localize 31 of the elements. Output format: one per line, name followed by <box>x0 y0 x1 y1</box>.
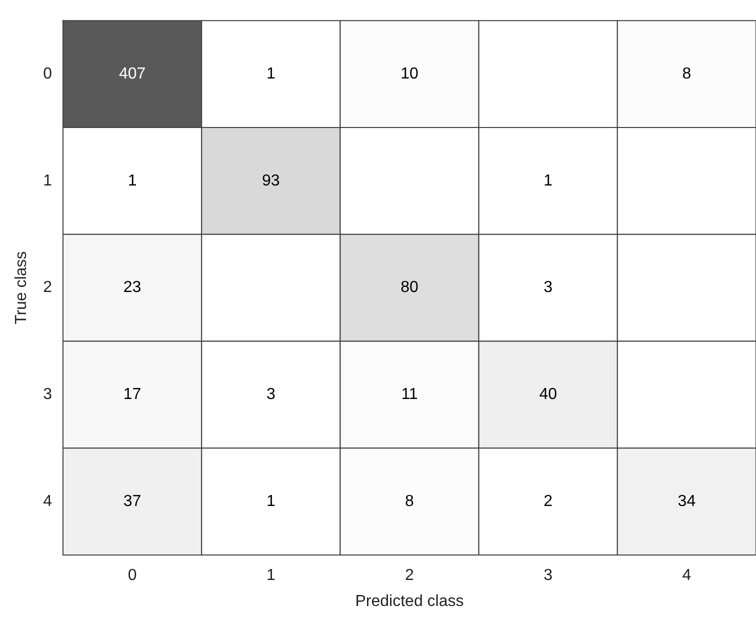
x-axis-title: Predicted class <box>355 592 464 610</box>
x-tick-label: 4 <box>682 567 692 584</box>
data-label: 1 <box>266 65 276 82</box>
data-label: 8 <box>682 65 692 82</box>
data-label: 11 <box>401 386 418 404</box>
data-label: 34 <box>678 492 696 510</box>
data-label: 37 <box>123 492 142 510</box>
data-label: 1 <box>128 172 137 190</box>
data-label: 10 <box>400 65 418 82</box>
data-label: 93 <box>262 172 280 190</box>
data-label: 1 <box>544 172 553 190</box>
data-label: 3 <box>544 279 553 296</box>
data-label: 8 <box>405 492 414 510</box>
data-label: 1 <box>266 492 276 510</box>
y-tick-label: 4 <box>43 492 52 510</box>
x-tick-label: 1 <box>266 567 276 584</box>
data-label: 407 <box>118 65 146 82</box>
x-tick-label: 0 <box>128 567 137 584</box>
x-tick-label: 3 <box>544 567 553 584</box>
y-tick-label: 1 <box>43 172 52 190</box>
data-label: 17 <box>123 386 142 404</box>
data-label: 80 <box>400 279 418 296</box>
data-label: 23 <box>123 279 142 296</box>
y-tick-label: 3 <box>43 386 52 404</box>
y-axis-title: True class <box>13 251 30 324</box>
data-label: 2 <box>544 492 553 510</box>
y-tick-label: 2 <box>43 279 52 296</box>
data-label: 3 <box>266 386 276 404</box>
y-tick-label: 0 <box>43 65 52 82</box>
data-label: 40 <box>539 386 558 404</box>
x-tick-label: 2 <box>405 567 414 584</box>
